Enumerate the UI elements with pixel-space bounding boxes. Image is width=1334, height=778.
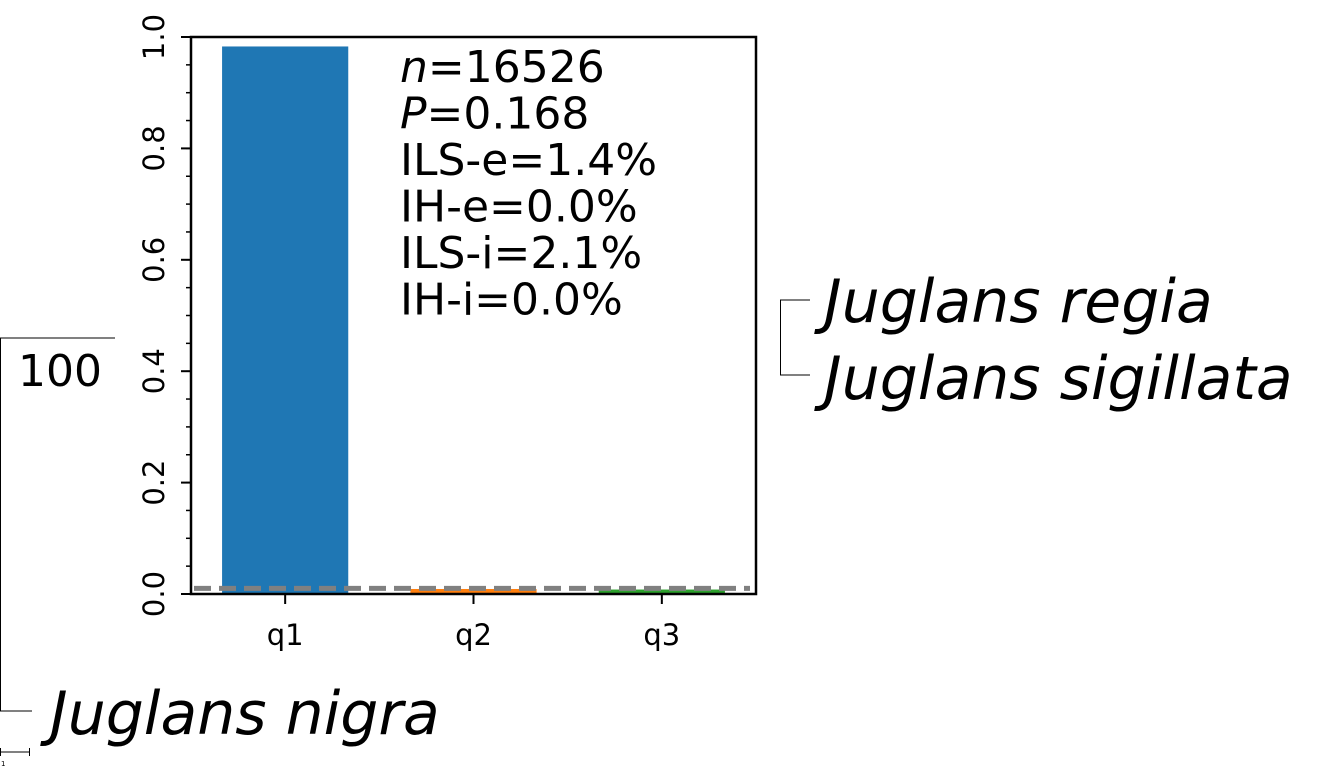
y-axis: 0.0 0.2 0.4 0.6 0.8 1.0	[137, 14, 191, 617]
y-tick-label: 1.0	[137, 14, 171, 60]
x-tick-label-q2: q2	[455, 618, 492, 652]
annotation-line: IH-i=0.0%	[400, 275, 623, 326]
y-tick-label: 0.4	[137, 348, 171, 394]
y-tick-label: 0.6	[137, 237, 171, 283]
taxon-label-sigillata: Juglans sigillata	[814, 344, 1293, 414]
annotation-label: n	[400, 42, 428, 93]
annotation-value: =0.0%	[489, 182, 638, 233]
annotation-value: =16526	[428, 42, 605, 93]
annotation-block: n=16526P=0.168ILS-e=1.4%IH-e=0.0%ILS-i=2…	[400, 42, 657, 326]
annotation-line: ILS-e=1.4%	[400, 135, 657, 186]
annotation-value: =0.168	[427, 89, 590, 140]
annotation-line: n=16526	[400, 42, 605, 93]
annotation-label: ILS-i	[400, 228, 494, 279]
annotation-line: ILS-i=2.1%	[400, 228, 642, 279]
annotation-label: IH-e	[400, 182, 489, 233]
x-tick-label-q3: q3	[643, 618, 680, 652]
y-tick-label: 0.0	[137, 571, 171, 617]
x-axis: q1 q2 q3	[267, 594, 680, 652]
annotation-label: ILS-e	[400, 135, 508, 186]
bars	[222, 46, 725, 595]
annotation-value: =1.4%	[508, 135, 657, 186]
y-tick-label: 0.8	[137, 125, 171, 171]
annotation-label: IH-i	[400, 275, 474, 326]
y-tick-label: 0.2	[137, 460, 171, 506]
scale-bar-label: 1	[1, 760, 5, 768]
taxon-label-regia: Juglans regia	[814, 267, 1213, 337]
x-tick-label-q1: q1	[267, 618, 304, 652]
species-tree: 100 Juglans regia Juglans sigillata Jugl…	[0, 267, 1293, 768]
bar-q2	[410, 588, 537, 594]
annotation-value: =0.0%	[474, 275, 623, 326]
bar-q3	[598, 589, 725, 594]
annotation-line: P=0.168	[400, 89, 589, 140]
annotation-line: IH-e=0.0%	[400, 182, 638, 233]
annotation-label: P	[400, 89, 427, 140]
annotation-value: =2.1%	[494, 228, 643, 279]
quartet-bar-chart: 0.0 0.2 0.4 0.6 0.8 1.0 q1 q2 q3 n=16526P=0.168…	[137, 14, 758, 652]
taxon-label-nigra: Juglans nigra	[40, 679, 440, 749]
bar-q1	[222, 46, 349, 595]
support-value: 100	[18, 346, 102, 397]
